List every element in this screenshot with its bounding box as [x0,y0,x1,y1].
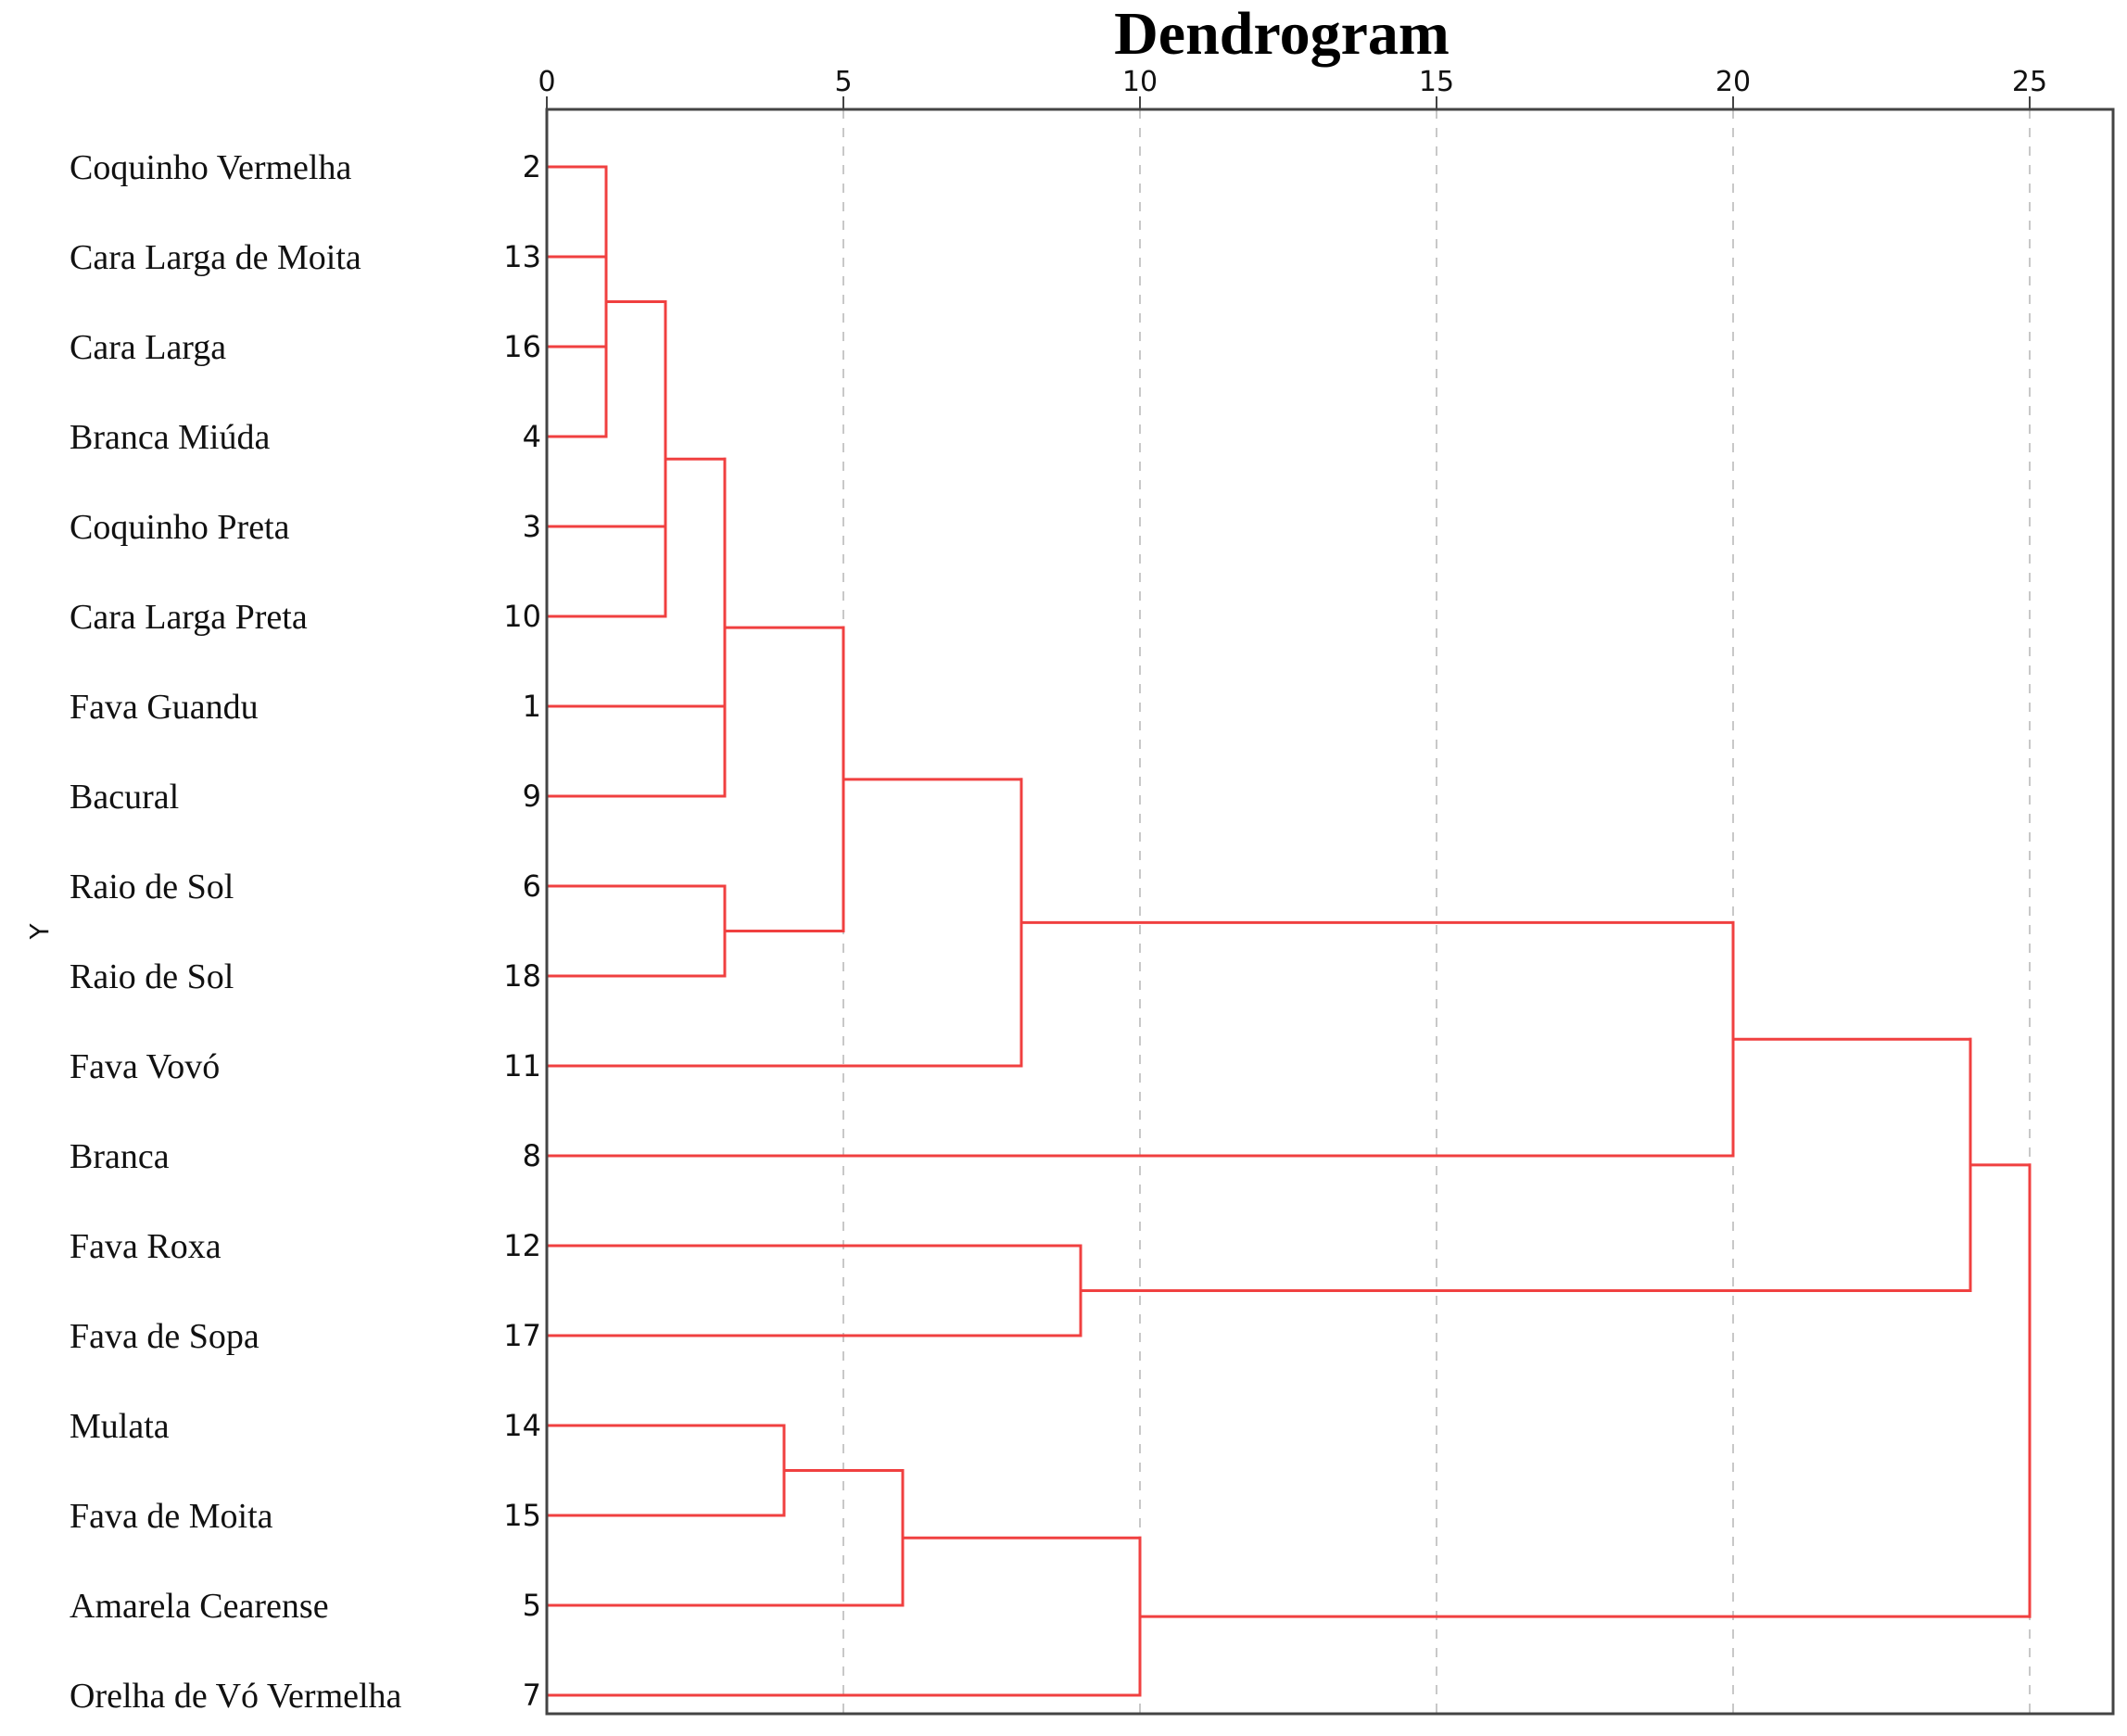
leaf-id-2: 2 [523,149,541,184]
leaf-id-9: 9 [523,779,541,814]
grid-layer [842,109,2031,1714]
leaf-id-5: 5 [523,1588,541,1623]
leaf-name-2: Coquinho Vermelha [70,148,351,187]
leaf-id-10: 10 [503,599,541,634]
leaf-id-15: 15 [503,1498,541,1533]
leaf-name-14: Mulata [70,1407,170,1446]
leaf-id-6: 6 [523,868,541,904]
tick-label-20: 20 [1716,66,1751,98]
leaf-id-8: 8 [523,1138,541,1173]
leaf-name-8: Branca [70,1137,170,1176]
leaf-id-16: 16 [503,329,541,364]
leaf-name-17: Fava de Sopa [70,1317,260,1356]
leaf-id-13: 13 [503,239,541,274]
plot-frame [545,108,2115,1716]
leaf-name-3: Coquinho Preta [70,508,290,547]
leaf-id-3: 3 [523,509,541,544]
leaf-name-4: Branca Miúda [70,418,270,457]
leaf-id-18: 18 [503,958,541,994]
leaf-name-16: Cara Larga [70,328,226,367]
leaf-id-12: 12 [503,1228,541,1263]
leaf-name-15: Fava de Moita [70,1497,273,1536]
tick-label-5: 5 [834,66,852,98]
leaf-name-13: Cara Larga de Moita [70,238,361,277]
leaf-name-7: Orelha de Vó Vermelha [70,1677,402,1716]
leaf-name-5: Amarela Cearense [70,1587,329,1626]
leaf-name-1: Fava Guandu [70,688,259,727]
y-axis-label: Y [24,923,55,941]
chart-title: Dendrogram [1114,0,1450,68]
leaf-id-4: 4 [523,419,541,454]
tick-label-0: 0 [538,66,555,98]
tick-label-25: 25 [2012,66,2047,98]
leaf-name-6: Raio de Sol [70,868,234,906]
tick-label-10: 10 [1122,66,1158,98]
leaf-id-17: 17 [503,1318,541,1353]
dendrogram-links [545,165,2032,1697]
leaf-name-11: Fava Vovó [70,1047,220,1086]
x-axis-ticks: 0 5 10 15 20 25 [538,66,2047,109]
leaf-name-18: Raio de Sol [70,957,234,996]
leaf-name-10: Cara Larga Preta [70,598,308,637]
tick-label-15: 15 [1419,66,1454,98]
leaf-id-7: 7 [523,1678,541,1713]
leaf-id-14: 14 [503,1408,541,1443]
leaf-name-12: Fava Roxa [70,1227,222,1266]
leaf-id-11: 11 [503,1048,541,1083]
leaf-name-9: Bacural [70,778,179,817]
leaf-id-1: 1 [523,689,541,724]
